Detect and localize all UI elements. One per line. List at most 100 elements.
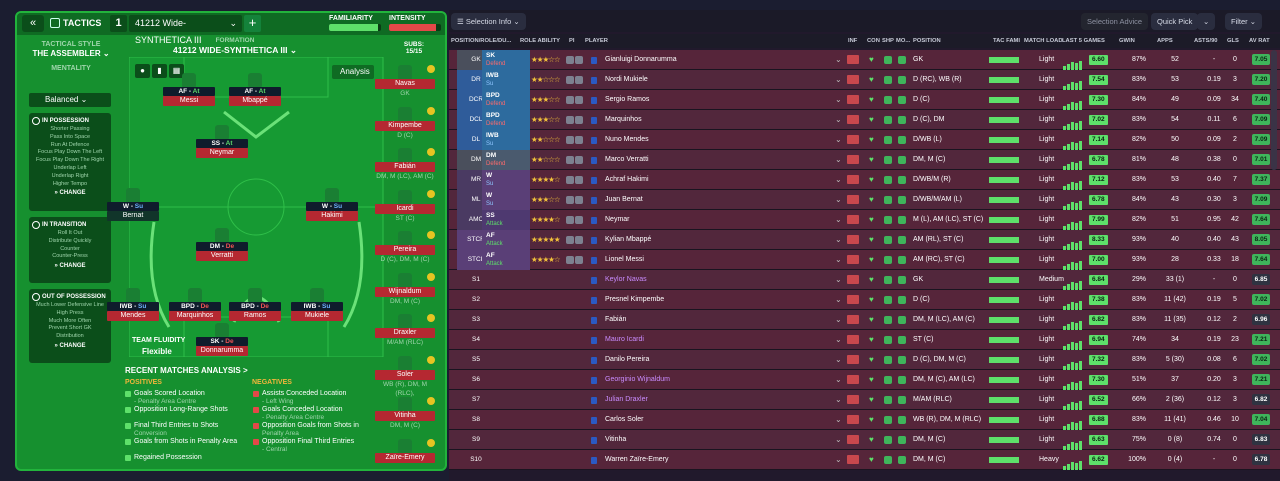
chevron-down-icon[interactable]: ⌄ xyxy=(835,75,842,84)
in-possession-change-button[interactable]: » CHANGE xyxy=(54,190,86,197)
player-name[interactable]: Georginio Wijnaldum xyxy=(605,376,670,383)
chevron-down-icon[interactable]: ⌄ xyxy=(835,135,842,144)
pitch-player[interactable]: AF - At Messi xyxy=(163,73,215,106)
pitch-player[interactable]: AF - At Mbappé xyxy=(229,73,281,106)
player-name[interactable]: Achraf Hakimi xyxy=(605,176,649,183)
player-instructions-icon[interactable] xyxy=(566,110,586,130)
chevron-down-icon[interactable]: ⌄ xyxy=(835,155,842,164)
player-name[interactable]: Neymar xyxy=(605,216,630,223)
table-row[interactable]: STCR AF Attack ★★★★★ Kylian Mbappé ⌄ ♥ AM (RL),… xyxy=(449,230,1280,250)
pitch-player[interactable]: IWB - Su Mukiele xyxy=(291,288,343,321)
pitch-player[interactable]: W - Su Hakimi xyxy=(306,188,358,221)
table-row[interactable]: AMC SS Attack ★★★★☆ Neymar ⌄ ♥ M (L), AM (LC), … xyxy=(449,210,1280,230)
player-name[interactable]: Fabián xyxy=(605,316,627,323)
positive-item[interactable]: Opposition Long-Range Shots xyxy=(125,406,228,414)
position-cell[interactable]: S4 xyxy=(472,336,480,343)
chevron-down-icon[interactable]: ⌄ xyxy=(835,395,842,404)
pitch-player[interactable]: SS - At Neymar xyxy=(196,125,248,158)
table-row[interactable]: S4 Mauro Icardi ⌄ ♥ ST (C) Light 6.94 74% 34 0.19… xyxy=(449,330,1280,350)
role-cell[interactable]: W Su xyxy=(482,190,530,210)
role-cell[interactable]: AF Attack xyxy=(482,230,530,250)
filter-button[interactable]: Filter ⌄ xyxy=(1225,13,1263,30)
table-row[interactable]: DCR BPD Defend ★★★☆☆ Sergio Ramos ⌄ ♥ D (C) Ligh… xyxy=(449,90,1280,110)
role-cell[interactable]: BPD Defend xyxy=(482,90,530,110)
selection-info-button[interactable]: ☰ Selection Info ⌄ xyxy=(451,13,526,30)
chevron-down-icon[interactable]: ⌄ xyxy=(835,335,842,344)
chevron-down-icon[interactable]: ⌄ xyxy=(835,215,842,224)
position-cell[interactable]: S2 xyxy=(472,296,480,303)
chevron-down-icon[interactable]: ⌄ xyxy=(835,55,842,64)
table-row[interactable]: DL IWB Su ★★☆☆☆ Nuno Mendes ⌄ ♥ D/WB (L) Light 7.… xyxy=(449,130,1280,150)
table-row[interactable]: S7 Julian Draxler ⌄ ♥ M/AM (RLC) Light 6.52 66%… xyxy=(449,390,1280,410)
chevron-down-icon[interactable]: ⌄ xyxy=(835,355,842,364)
analysis-button[interactable]: Analysis xyxy=(332,65,374,79)
player-name[interactable]: Nordi Mukiele xyxy=(605,76,648,83)
positive-item[interactable]: Final Third Entries to Shots Conversion xyxy=(124,422,218,438)
table-row[interactable]: S5 Danilo Pereira ⌄ ♥ D (C), DM, M (C) Light 7… xyxy=(449,350,1280,370)
player-name[interactable]: Marco Verratti xyxy=(605,156,649,163)
player-name[interactable]: Marquinhos xyxy=(605,116,642,123)
table-row[interactable]: S8 Carlos Soler ⌄ ♥ WB (R), DM, M (RLC) Light… xyxy=(449,410,1280,430)
chevron-down-icon[interactable]: ⌄ xyxy=(835,435,842,444)
out-of-possession-change-button[interactable]: » CHANGE xyxy=(54,342,86,349)
chevron-down-icon[interactable]: ⌄ xyxy=(835,235,842,244)
position-cell[interactable]: S7 xyxy=(472,396,480,403)
sub-player[interactable]: Draxler M/AM (RLC) xyxy=(375,314,435,347)
column-header[interactable]: LAST 5 GAMES xyxy=(1062,38,1105,44)
role-cell[interactable]: SK Defend xyxy=(482,50,530,70)
positive-item[interactable]: Goals Scored Location - Penalty Area Cent… xyxy=(125,390,205,406)
back-button[interactable]: « xyxy=(22,15,44,32)
tactical-style-name[interactable]: THE ASSEMBLER ⌄ xyxy=(32,49,110,58)
column-header[interactable]: POSITION/ROLE/DU... xyxy=(451,38,512,44)
player-instructions-icon[interactable] xyxy=(566,250,586,270)
positive-item[interactable]: Regained Possession xyxy=(125,454,202,462)
player-instructions-icon[interactable] xyxy=(566,130,586,150)
position-cell[interactable]: S6 xyxy=(472,376,480,383)
table-row[interactable]: S10 Warren Zaïre-Emery ⌄ ♥ DM, M (C) Heavy 6.6… xyxy=(449,450,1280,470)
chevron-down-icon[interactable]: ⌄ xyxy=(835,375,842,384)
sub-player[interactable]: Soler WB (R), DM, M (RLC), xyxy=(375,355,435,397)
player-name[interactable]: Gianluigi Donnarumma xyxy=(605,56,677,63)
chevron-down-icon[interactable]: ⌄ xyxy=(835,315,842,324)
player-instructions-icon[interactable] xyxy=(566,170,586,190)
player-name[interactable]: Warren Zaïre-Emery xyxy=(605,456,669,463)
table-row[interactable]: MR W Su ★★★★☆ Achraf Hakimi ⌄ ♥ D/WB/M (R) Light… xyxy=(449,170,1280,190)
scrollbar[interactable] xyxy=(1271,50,1277,170)
table-row[interactable]: S6 Georginio Wijnaldum ⌄ ♥ DM, M (C), AM (LC… xyxy=(449,370,1280,390)
quick-pick-button[interactable]: Quick Pick xyxy=(1151,13,1199,30)
player-instructions-icon[interactable] xyxy=(566,90,586,110)
position-cell[interactable]: S1 xyxy=(472,276,480,283)
pitch-player[interactable]: BPD - De Ramos xyxy=(229,288,281,321)
player-name[interactable]: Sergio Ramos xyxy=(605,96,650,103)
player-name[interactable]: Kylian Mbappé xyxy=(605,236,652,243)
position-cell[interactable]: S3 xyxy=(472,316,480,323)
column-header[interactable]: MO... xyxy=(896,38,911,44)
player-name[interactable]: Juan Bernat xyxy=(605,196,643,203)
position-cell[interactable]: S10 xyxy=(470,456,482,463)
tactic-slot-number[interactable]: 1 xyxy=(110,15,127,32)
column-header[interactable]: PLAYER xyxy=(585,38,608,44)
sub-player[interactable]: Vitinha DM, M (C) xyxy=(375,397,435,430)
player-name[interactable]: Mauro Icardi xyxy=(605,336,644,343)
position-cell[interactable]: S8 xyxy=(472,416,480,423)
tactic-select[interactable]: 41212 Wide-SYNTHETICA III ⌄ xyxy=(129,15,242,45)
column-header[interactable]: GLS xyxy=(1227,38,1239,44)
position-cell[interactable]: S5 xyxy=(472,356,480,363)
column-header[interactable]: MATCH LOAD xyxy=(1024,38,1063,44)
chevron-down-icon[interactable]: ⌄ xyxy=(835,195,842,204)
negative-item[interactable]: Opposition Goals from Shots in Penalty Ar… xyxy=(253,422,359,438)
negative-item[interactable]: Opposition Final Third Entries - Central xyxy=(252,438,354,454)
column-header[interactable]: CON xyxy=(867,38,880,44)
chevron-down-icon[interactable]: ⌄ xyxy=(835,415,842,424)
player-name[interactable]: Lionel Messi xyxy=(605,256,644,263)
pitch-player[interactable]: BPD - De Marquinhos xyxy=(169,288,221,321)
negative-item[interactable]: Assists Conceded Location - Left Wing xyxy=(252,390,346,406)
player-name[interactable]: Carlos Soler xyxy=(605,416,644,423)
pitch-player[interactable]: W - Su Bernat xyxy=(107,188,159,221)
mentality-select[interactable]: Balanced ⌄ xyxy=(29,93,111,107)
table-row[interactable]: DR IWB Su ★★☆☆☆ Nordi Mukiele ⌄ ♥ D (RC), WB (R… xyxy=(449,70,1280,90)
player-instructions-icon[interactable] xyxy=(566,210,586,230)
player-name[interactable]: Julian Draxler xyxy=(605,396,648,403)
role-cell[interactable]: IWB Su xyxy=(482,130,530,150)
column-header[interactable]: AV RAT xyxy=(1249,38,1270,44)
